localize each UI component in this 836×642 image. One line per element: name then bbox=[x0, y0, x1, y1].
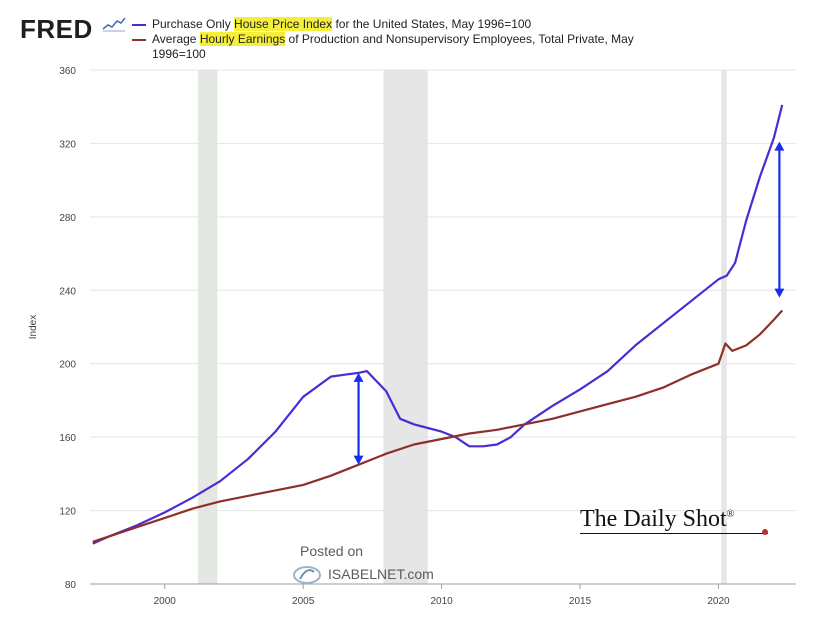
legend-label-prefix: Average bbox=[152, 32, 200, 46]
legend-label-suffix: of Production and Nonsupervisory Employe… bbox=[152, 32, 634, 61]
x-tick-label: 2010 bbox=[430, 596, 453, 607]
y-tick-label: 280 bbox=[59, 213, 76, 224]
legend-label-highlight: Hourly Earnings bbox=[199, 32, 286, 46]
x-tick-label: 2015 bbox=[569, 596, 592, 607]
legend-label-suffix: for the United States, May 1996=100 bbox=[332, 17, 532, 31]
recession-band bbox=[383, 70, 428, 584]
daily-shot-dot bbox=[762, 529, 768, 535]
daily-shot-text: The Daily Shot bbox=[580, 506, 727, 532]
legend-item-house-price: Purchase Only House Price Index for the … bbox=[132, 17, 642, 32]
legend-swatch-hourly-earnings bbox=[132, 39, 146, 41]
isabelnet-logo-icon bbox=[293, 566, 321, 584]
y-tick-label: 120 bbox=[59, 507, 76, 518]
recession-band bbox=[721, 70, 727, 584]
x-tick-label: 2005 bbox=[292, 596, 315, 607]
isabelnet-text: ISABELNET.com bbox=[328, 566, 434, 582]
legend-label-highlight: House Price Index bbox=[234, 17, 333, 31]
y-tick-label: 240 bbox=[59, 286, 76, 297]
legend: Purchase Only House Price Index for the … bbox=[132, 17, 642, 62]
legend-item-hourly-earnings: Average Hourly Earnings of Production an… bbox=[132, 32, 642, 62]
registered-mark: ® bbox=[726, 509, 735, 520]
posted-on-text: Posted on bbox=[300, 543, 364, 559]
y-tick-label: 160 bbox=[59, 433, 76, 444]
annotation-arrow-head-down bbox=[774, 288, 785, 298]
x-tick-label: 2000 bbox=[154, 596, 177, 607]
recession-band bbox=[197, 70, 218, 584]
legend-swatch-house-price bbox=[132, 24, 146, 26]
series-line-hourly-earnings bbox=[92, 309, 784, 543]
y-tick-label: 320 bbox=[59, 139, 76, 150]
y-tick-label: 360 bbox=[59, 66, 76, 77]
y-tick-label: 200 bbox=[59, 360, 76, 371]
fred-logo-text: FRED bbox=[20, 14, 93, 44]
series-line-house-price bbox=[92, 104, 784, 545]
x-tick-label: 2020 bbox=[707, 596, 730, 607]
annotation-arrow-head-up bbox=[353, 372, 364, 382]
y-axis-title: Index bbox=[28, 315, 39, 339]
annotation-arrow-head-down bbox=[353, 455, 364, 465]
fred-chart-icon bbox=[102, 16, 126, 32]
y-tick-label: 80 bbox=[65, 580, 77, 591]
daily-shot-underline bbox=[580, 533, 768, 534]
daily-shot-watermark: The Daily Shot® bbox=[580, 506, 734, 533]
legend-label-prefix: Purchase Only bbox=[152, 17, 235, 31]
annotation-arrow-head-up bbox=[774, 141, 785, 151]
